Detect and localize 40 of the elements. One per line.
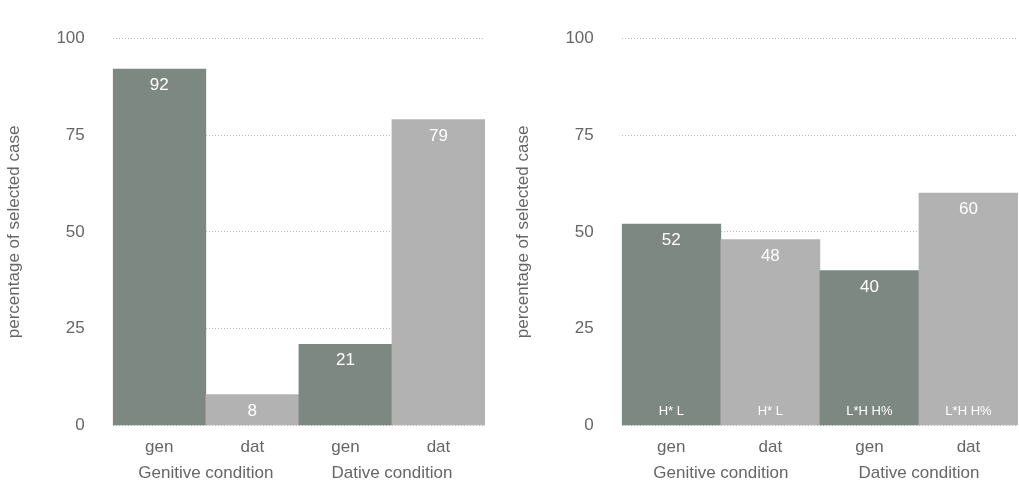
data-label: 92 <box>149 75 169 95</box>
text: Dative condition <box>331 462 453 482</box>
y-tick-label: 75 <box>574 124 594 144</box>
data-label: 40 <box>859 276 879 296</box>
text: Genitive condition <box>653 462 789 482</box>
data-label: 79 <box>429 125 448 145</box>
data-label: 48 <box>760 245 780 265</box>
bar <box>819 270 920 426</box>
annotation: L*H H% <box>846 403 893 419</box>
text: Dative condition <box>858 462 980 482</box>
y-tick-label: 25 <box>574 318 594 338</box>
data-label: 60 <box>959 199 978 219</box>
x-tick-label: gen <box>657 437 686 457</box>
y-tick-label: 100 <box>565 27 594 47</box>
x-tick-label: gen <box>855 437 884 457</box>
y-tick-label: 75 <box>65 124 85 144</box>
y-axis-title: percentage of selected case <box>3 125 23 339</box>
text: Genitive condition <box>138 462 274 482</box>
x-tick-label: gen <box>331 437 360 457</box>
data-label: 52 <box>661 230 681 250</box>
y-tick-label: 0 <box>584 415 594 435</box>
bar <box>112 68 207 426</box>
x-tick-label: dat <box>240 437 265 457</box>
y-axis-title: percentage of selected case <box>512 125 532 339</box>
bar <box>298 343 393 426</box>
x-tick-label: gen <box>145 437 174 457</box>
annotation: H* L <box>757 403 783 419</box>
y-tick-label: 25 <box>65 318 85 338</box>
y-tick-label: 100 <box>56 27 85 47</box>
data-label: 21 <box>335 350 355 370</box>
y-tick-label: 50 <box>65 221 85 241</box>
x-tick-label: dat <box>758 437 783 457</box>
annotation: L*H H% <box>945 403 993 419</box>
bar <box>621 223 722 426</box>
annotation: H* L <box>658 403 684 419</box>
y-tick-label: 50 <box>574 221 594 241</box>
y-tick-label: 0 <box>75 415 85 435</box>
data-label: 8 <box>247 400 258 420</box>
x-tick-label: dat <box>956 437 981 457</box>
x-tick-label: dat <box>426 437 451 457</box>
